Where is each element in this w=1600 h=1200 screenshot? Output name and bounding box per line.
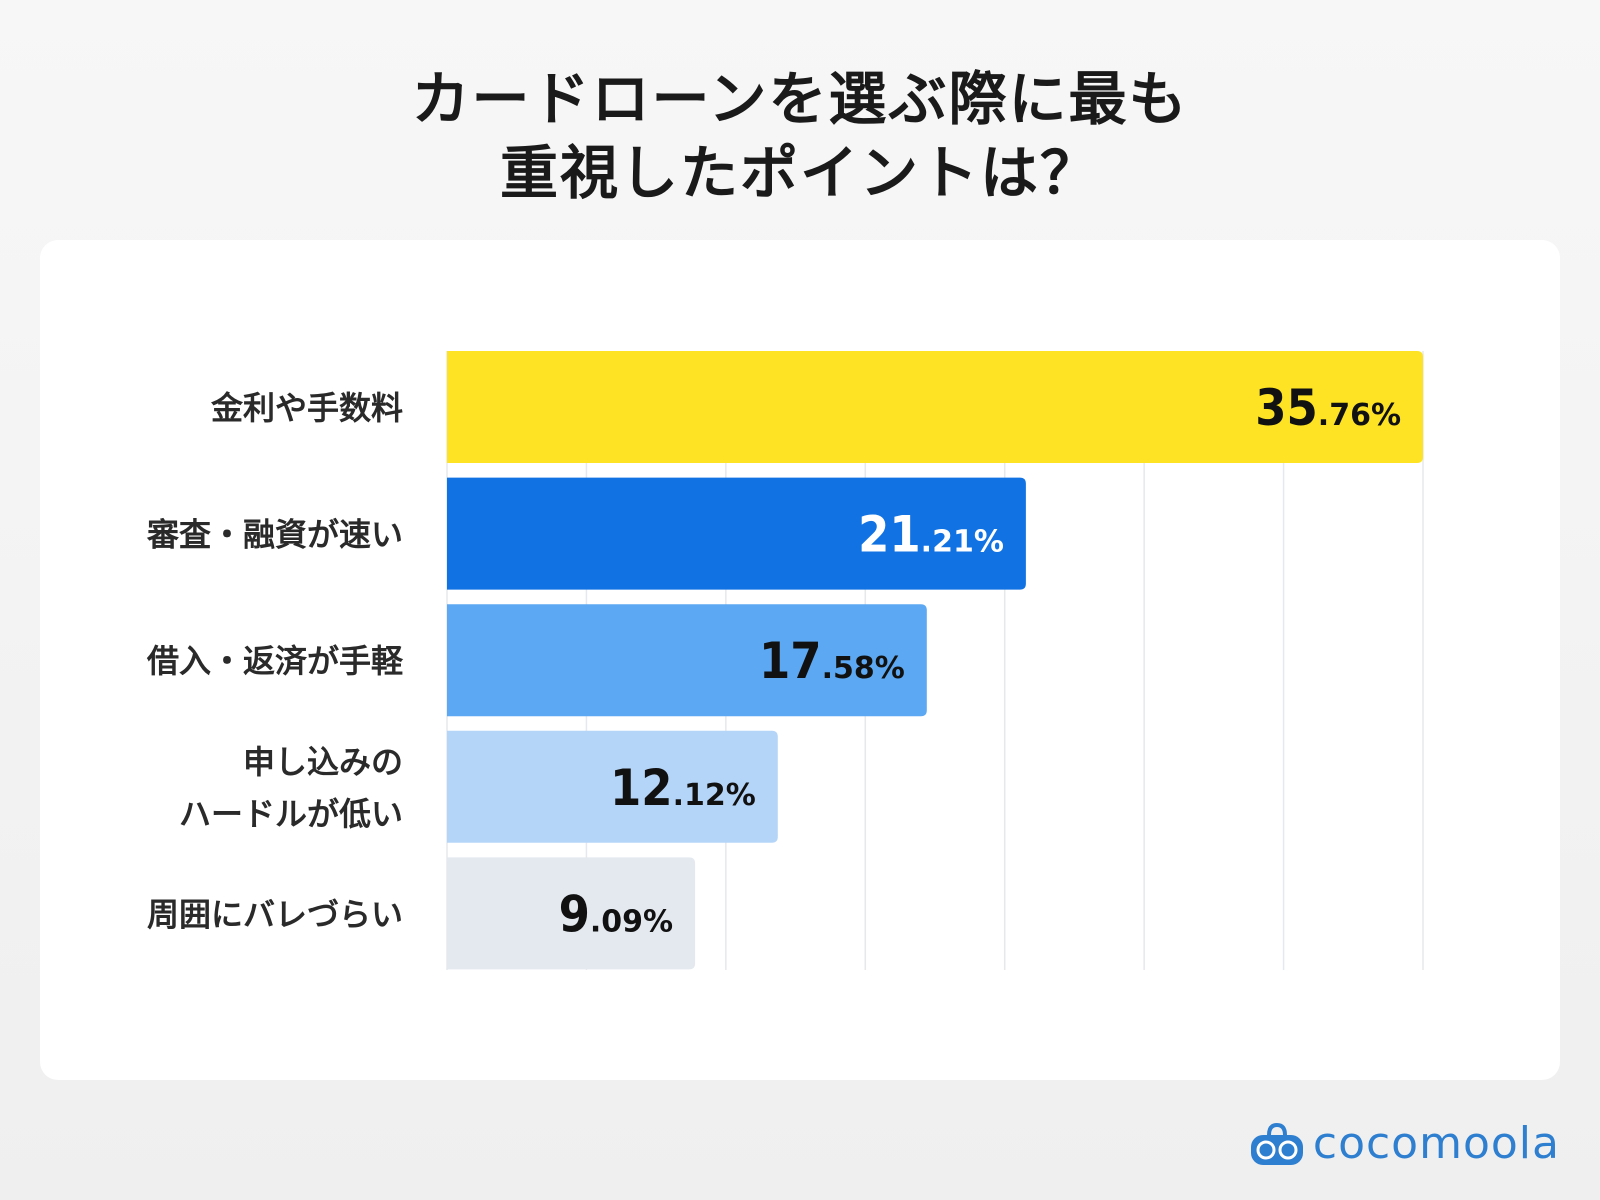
bar	[447, 604, 927, 717]
category-label: 借入・返済が手軽	[146, 642, 404, 680]
bar	[447, 351, 1423, 463]
title-line-2: 重視したポイントは？	[499, 139, 1100, 207]
cassette-icon	[1250, 1122, 1303, 1165]
brand-name: cocomoola	[1312, 1118, 1560, 1169]
category-label: 金利や手数料	[210, 389, 403, 427]
data-label: 12.12%	[610, 759, 756, 817]
data-label: 9.09%	[559, 885, 674, 943]
title-line-1: カードローンを選ぶ際に最も	[411, 65, 1189, 133]
bar	[447, 730, 778, 843]
category-label: ハードルが低い	[179, 795, 403, 833]
bar	[447, 857, 696, 970]
data-label: 21.21%	[858, 506, 1004, 564]
data-label: 17.58%	[759, 632, 905, 690]
bar	[447, 477, 1026, 590]
category-label: 審査・融資が速い	[146, 516, 403, 554]
chart-title: カードローンを選ぶ際に最も 重視したポイントは？	[0, 62, 1600, 210]
category-label: 周囲にバレづらい	[147, 895, 403, 933]
brand-logo: cocomoola	[1249, 1118, 1560, 1169]
data-label: 35.76%	[1255, 379, 1401, 437]
category-label: 申し込みの	[243, 743, 403, 781]
